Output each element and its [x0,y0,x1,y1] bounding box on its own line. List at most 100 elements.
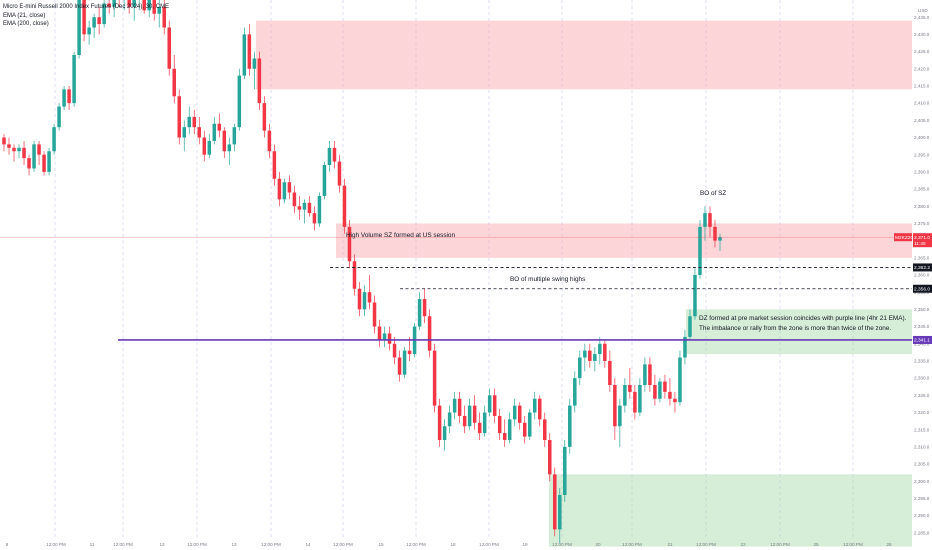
candle-body [2,137,6,145]
candle-body [608,360,612,385]
x-tick-label: 18 [450,542,456,547]
y-tick-label: 2,290.0 [914,513,930,518]
candle-body [548,440,552,475]
candle-body [372,302,377,327]
candle-body [307,202,312,214]
candle-body [718,237,722,241]
candle-body [673,398,677,403]
candle-body [638,385,642,413]
candle-body [437,405,442,440]
price-tag-label: 2,362.2 [914,265,930,271]
candle-body [492,395,497,416]
candle-body [558,495,562,530]
candle-body [633,391,637,413]
candle-body [543,419,547,440]
candle-body [382,333,387,341]
candle-body [62,89,66,107]
candle-body [628,385,632,392]
y-tick-label: 2,395.0 [914,152,930,157]
candle-body [653,385,657,399]
candle-body [387,333,392,344]
candle-body [17,147,21,152]
annotation-bo-swing: BO of multiple swing highs [510,276,585,283]
candle-body [302,202,307,210]
candle-body [462,415,467,427]
candle-body [467,405,472,427]
price-tag [913,233,932,248]
x-tick-label: 12:00 PM [406,542,426,547]
candle-body [432,350,437,406]
candle-body [47,151,51,172]
candle-body [603,343,607,361]
y-tick-label: 2,325.0 [914,393,930,398]
candle-body [52,127,56,152]
candle-body [42,154,46,172]
candle-body [142,0,146,11]
candle-body [192,116,197,128]
annotations: BO of SZ High Volume SZ formed at US sess… [346,190,907,332]
candle-body [688,316,692,337]
ema200-label[interactable]: EMA (200, close) [3,21,49,27]
candle-body [568,405,572,447]
candle-body [272,151,277,179]
candle-body [422,299,427,317]
candle-body [397,357,402,375]
x-tick-label: 12:00 PM [552,542,572,547]
candle-body [527,412,532,437]
candle-body [417,299,422,327]
y-tick-label: 2,330.0 [914,376,930,381]
candle-body [317,195,322,224]
candle-body [512,405,517,420]
candle-body [12,147,16,152]
chart-legend[interactable]: Micro E-mini Russell 2000 Index Futures … [3,3,169,29]
candle-body [613,385,617,427]
candle-body [618,405,622,427]
symbol-title[interactable]: Micro E-mini Russell 2000 Index Futures … [3,4,170,10]
demand-zone [686,309,912,355]
candle-body [623,385,627,406]
price-axis[interactable]: USD 2,285.0 2,290.0 2,295.0 2,300.0 2,305.0 2,… [914,8,930,535]
price-tag-label: 2,356.0 [914,286,930,292]
candle-body [352,261,357,289]
demand-zone [549,474,912,547]
candle-body [247,34,252,69]
candle-body [563,446,567,495]
candle-body [497,415,502,434]
candle-body [297,206,302,210]
candle-body [232,127,237,145]
ema21-label[interactable]: EMA (21, close) [3,12,46,19]
y-tick-label: 2,375.0 [914,221,930,226]
candle-body [452,398,457,413]
y-tick-label: 2,425.0 [914,49,930,54]
candle-body [678,357,682,403]
candles [2,0,722,544]
candle-body [703,213,707,227]
candle-body [57,106,61,128]
candle-body [407,350,412,355]
candle-body [82,0,86,35]
candle-body [27,158,31,169]
candle-body [357,288,362,310]
candle-body [7,144,11,148]
candle-body [172,68,176,97]
candle-body [187,116,192,128]
y-tick-label: 2,310.0 [914,444,930,449]
candle-body [347,226,352,262]
candle-body [668,391,672,399]
candle-body [447,412,452,427]
candle-body [487,395,492,413]
symbol-tag [894,233,912,242]
candle-body [67,89,71,104]
x-tick-label: 12:00 PM [261,542,281,547]
candle-body [708,213,712,227]
time-axis[interactable]: 8 12:00 PM 11 12:00 PM 12 12:00 PM 13 12:00 PM 1… [6,542,892,547]
y-tick-label: 2,300.0 [914,479,930,484]
candle-body [22,147,26,159]
candle-body [402,350,407,375]
x-tick-label: 12:00 PM [46,542,66,547]
candle-body [197,127,202,138]
annotation-imbalance: The imbalance or rally from the zone is … [699,325,891,332]
price-tag [913,335,932,344]
